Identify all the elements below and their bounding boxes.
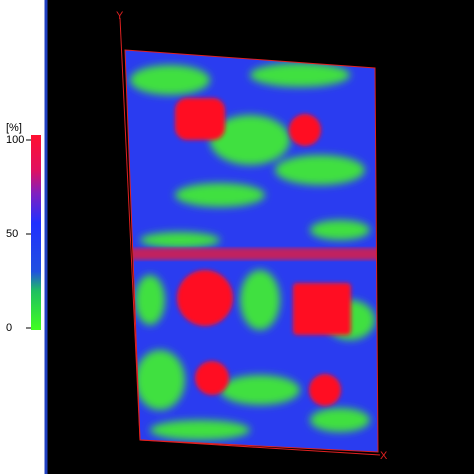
green-regions (130, 63, 375, 440)
colorbar-ticks: 100 50 0 (6, 134, 31, 334)
y-axis-label: Y (116, 10, 124, 22)
x-axis-label: X (380, 450, 388, 462)
colorbar-unit: [%] (6, 122, 22, 134)
red-regions (175, 98, 351, 406)
volume-render (125, 50, 378, 452)
seam (130, 248, 378, 260)
colorbar-tick-label: 0 (6, 322, 12, 334)
colorbar-tick-label: 100 (6, 134, 24, 146)
colorbar-tick-label: 50 (6, 228, 18, 240)
bounding-box (119, 17, 381, 456)
colorbar (31, 135, 41, 330)
